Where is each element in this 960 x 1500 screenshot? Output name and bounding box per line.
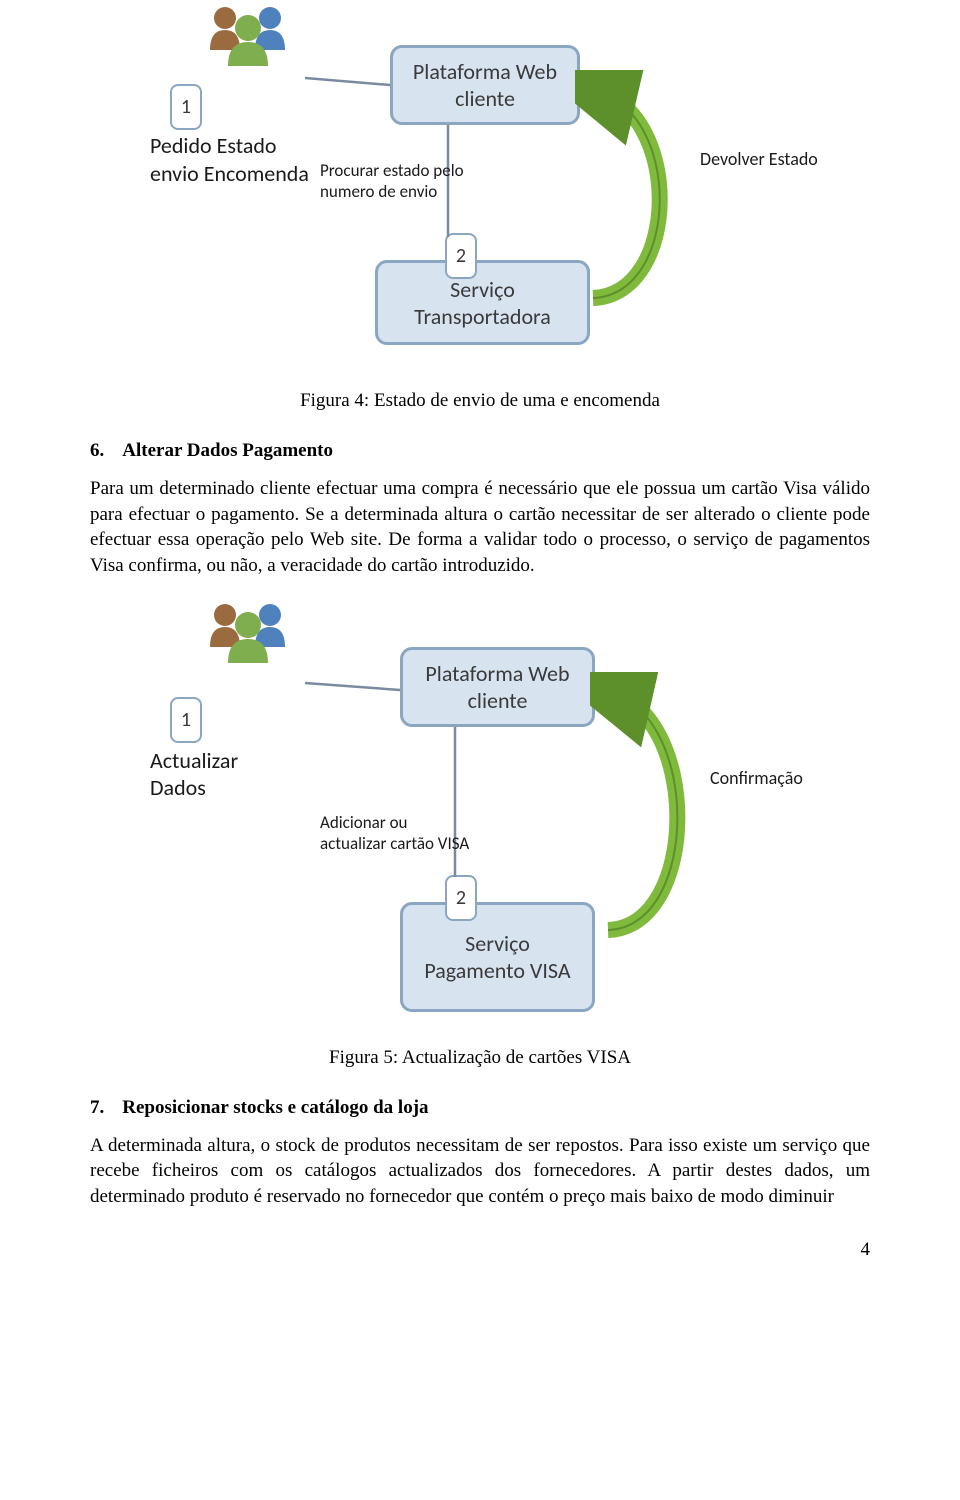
figure4-caption: Figura 4: Estado de envio de uma e encom… bbox=[90, 390, 870, 412]
node-plataforma-web-cliente: Plataforma Web cliente bbox=[400, 647, 595, 727]
section7-paragraph: A determinada altura, o stock de produto… bbox=[90, 1133, 870, 1210]
figure5-caption: Figura 5: Actualização de cartões VISA bbox=[90, 1047, 870, 1069]
people-icon bbox=[190, 597, 310, 677]
node-servico-transportadora: Serviço Transportadora bbox=[375, 260, 590, 345]
edge-label-procurar: Procurar estado pelo numero de envio bbox=[320, 160, 470, 203]
section7-heading: 7.Reposicionar stocks e catálogo da loja bbox=[90, 1097, 870, 1119]
connector-actor-top bbox=[305, 60, 395, 90]
actor-icons bbox=[190, 0, 310, 85]
return-arrow-icon bbox=[590, 672, 720, 952]
connector-actor-top bbox=[305, 665, 405, 695]
side-label-devolver: Devolver Estado bbox=[700, 148, 818, 171]
node-plataforma-web-cliente: Plataforma Web cliente bbox=[390, 45, 580, 125]
connector-vertical bbox=[450, 727, 460, 877]
badge-1: 1 bbox=[170, 697, 202, 743]
side-label-confirmacao: Confirmação bbox=[710, 767, 803, 790]
figure5-diagram: 1 Actualizar Dados Plataforma Web client… bbox=[130, 597, 830, 1027]
actor-label: Pedido Estado envio Encomenda bbox=[150, 132, 320, 187]
section6-heading: 6.Alterar Dados Pagamento bbox=[90, 440, 870, 462]
page-number: 4 bbox=[90, 1239, 870, 1261]
section6-paragraph: Para um determinado cliente efectuar uma… bbox=[90, 476, 870, 579]
figure4-diagram: 1 Pedido Estado envio Encomenda Platafor… bbox=[130, 0, 830, 370]
badge-2: 2 bbox=[445, 233, 477, 279]
badge-2: 2 bbox=[445, 875, 477, 921]
actor-icons bbox=[190, 597, 310, 682]
return-arrow-icon bbox=[575, 70, 705, 320]
edge-label-adicionar: Adicionar ou actualizar cartão VISA bbox=[320, 812, 470, 855]
people-icon bbox=[190, 0, 310, 80]
actor-label: Actualizar Dados bbox=[150, 747, 280, 802]
node-servico-pagamento-visa: Serviço Pagamento VISA bbox=[400, 902, 595, 1012]
badge-1: 1 bbox=[170, 84, 202, 130]
